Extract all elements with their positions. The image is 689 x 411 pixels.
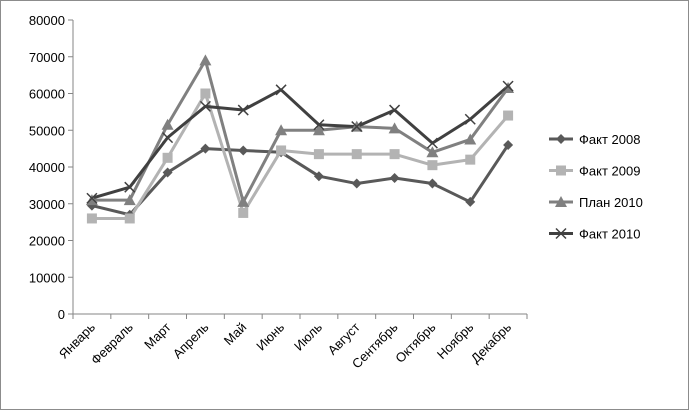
legend-label: Факт 2010 [579, 227, 640, 242]
data-point [237, 104, 249, 116]
data-point [275, 84, 287, 96]
data-point [427, 160, 438, 171]
data-point [388, 122, 401, 134]
y-tick-label: 10000 [29, 270, 65, 285]
data-point [503, 110, 514, 121]
x-tick-label: Июнь [253, 319, 287, 353]
data-point [502, 81, 515, 93]
series-line-2 [91, 92, 510, 220]
y-tick-label: 80000 [29, 13, 65, 28]
data-point [123, 194, 136, 206]
data-point [313, 171, 324, 182]
y-tick-label: 30000 [29, 197, 65, 212]
data-point [464, 133, 477, 145]
data-point [162, 132, 174, 144]
x-tick-label: Февраль [88, 319, 136, 367]
data-point [465, 196, 476, 207]
legend-label: Факт 2008 [579, 132, 640, 147]
series-line-3 [91, 58, 510, 204]
x-tick-label: Май [221, 320, 250, 349]
y-tick-label: 60000 [29, 87, 65, 102]
legend-marker [556, 134, 566, 144]
data-point [313, 119, 325, 131]
y-tick-label: 70000 [29, 50, 65, 65]
chart-series-lines [91, 58, 510, 220]
data-point [389, 104, 401, 116]
chart-series-markers [85, 54, 515, 224]
chart-legend: Факт 2008 Факт 2009 План 2010 Факт 2010 [549, 132, 643, 242]
data-point [427, 178, 438, 189]
data-point [313, 149, 324, 160]
data-point [389, 173, 400, 184]
legend-marker [555, 196, 567, 207]
data-point [161, 118, 174, 130]
legend-label: План 2010 [579, 195, 643, 210]
data-point [237, 195, 250, 207]
data-point [200, 143, 211, 154]
data-point [124, 213, 135, 224]
y-tick-label: 20000 [29, 234, 65, 249]
legend-marker [555, 227, 567, 240]
series-line-4 [91, 85, 510, 200]
data-point [464, 113, 476, 125]
data-point [86, 213, 97, 224]
data-point [465, 154, 476, 165]
data-point [85, 194, 98, 206]
data-point [503, 139, 514, 150]
data-point [162, 152, 173, 163]
data-point [162, 167, 173, 178]
data-point [238, 145, 249, 156]
data-point [199, 54, 212, 66]
data-point [200, 88, 211, 99]
legend-label: Факт 2009 [579, 164, 640, 179]
data-point [276, 145, 287, 156]
data-point [351, 149, 362, 160]
x-tick-label: Октябрь [392, 319, 438, 365]
data-point [351, 121, 363, 133]
y-tick-label: 40000 [29, 160, 65, 175]
y-tick-label: 50000 [29, 123, 65, 138]
data-point [238, 207, 249, 218]
legend-marker [556, 165, 566, 176]
data-point [86, 192, 98, 204]
data-point [389, 149, 400, 160]
data-point [502, 80, 514, 92]
data-point [124, 181, 136, 193]
data-point [351, 178, 362, 189]
data-point [312, 124, 325, 136]
x-tick-label: Июль [291, 319, 325, 353]
data-point [426, 137, 438, 149]
y-tick-label: 0 [58, 307, 65, 322]
series-line-1 [91, 144, 510, 217]
x-tick-label: Март [141, 319, 174, 352]
x-tick-label: Апрель [170, 319, 212, 361]
data-point [199, 100, 211, 112]
x-tick-label: Декабрь [468, 319, 515, 366]
data-point [275, 124, 288, 136]
data-point [426, 146, 439, 158]
